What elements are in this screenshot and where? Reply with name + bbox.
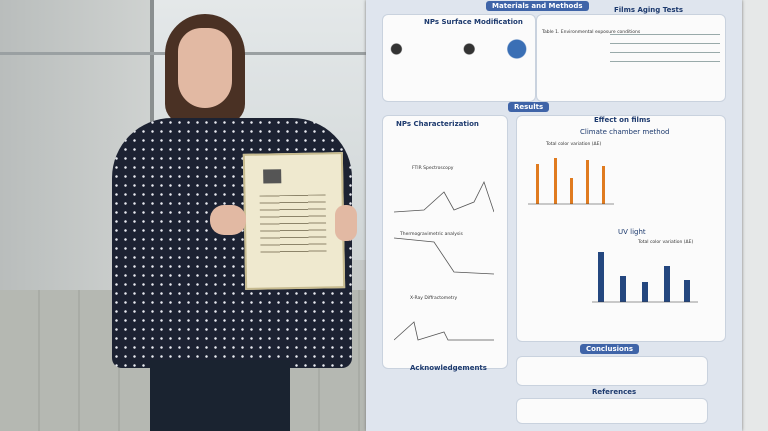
certificate-lines xyxy=(259,194,327,256)
nanoparticle-diagram xyxy=(388,34,528,64)
references-box xyxy=(516,398,708,424)
heading: Effect on films xyxy=(594,116,651,124)
heading: Acknowledgements xyxy=(410,364,487,372)
chart-title: Total color variation (ΔE) xyxy=(638,240,694,245)
conclusions-box xyxy=(516,356,708,386)
subheading: UV light xyxy=(618,228,646,236)
results-left xyxy=(382,115,508,369)
heading: References xyxy=(592,388,637,396)
section-title: Results xyxy=(508,102,550,112)
heading: Films Aging Tests xyxy=(614,6,684,14)
hand-left xyxy=(210,205,246,235)
section-title: Conclusions xyxy=(580,344,639,354)
subheading: Climate chamber method xyxy=(580,128,670,136)
caption: Table 1. Environmental exposure conditio… xyxy=(542,30,641,35)
panel-title: FTIR Spectroscopy xyxy=(412,166,454,171)
face xyxy=(178,28,232,108)
trousers xyxy=(150,360,290,431)
chart-image xyxy=(592,252,698,303)
table xyxy=(610,34,720,70)
chart-image xyxy=(528,158,614,205)
certificate-photo xyxy=(263,169,282,184)
panel-title: X-Ray Diffractometry xyxy=(410,296,458,301)
poster: Materials and Methods NPs Surface Modifi… xyxy=(366,0,742,431)
certificate xyxy=(242,152,346,290)
hand-right xyxy=(335,205,357,241)
chart-title: Total color variation (ΔE) xyxy=(546,142,602,147)
right-wall xyxy=(740,0,768,431)
heading: NPs Surface Modification xyxy=(424,18,523,26)
panel-title: Thermogravimetric analysis xyxy=(400,232,463,237)
section-title: Materials and Methods xyxy=(486,1,589,11)
heading: NPs Characterization xyxy=(396,120,479,128)
panel-plots xyxy=(394,180,494,341)
results-right xyxy=(516,115,726,342)
